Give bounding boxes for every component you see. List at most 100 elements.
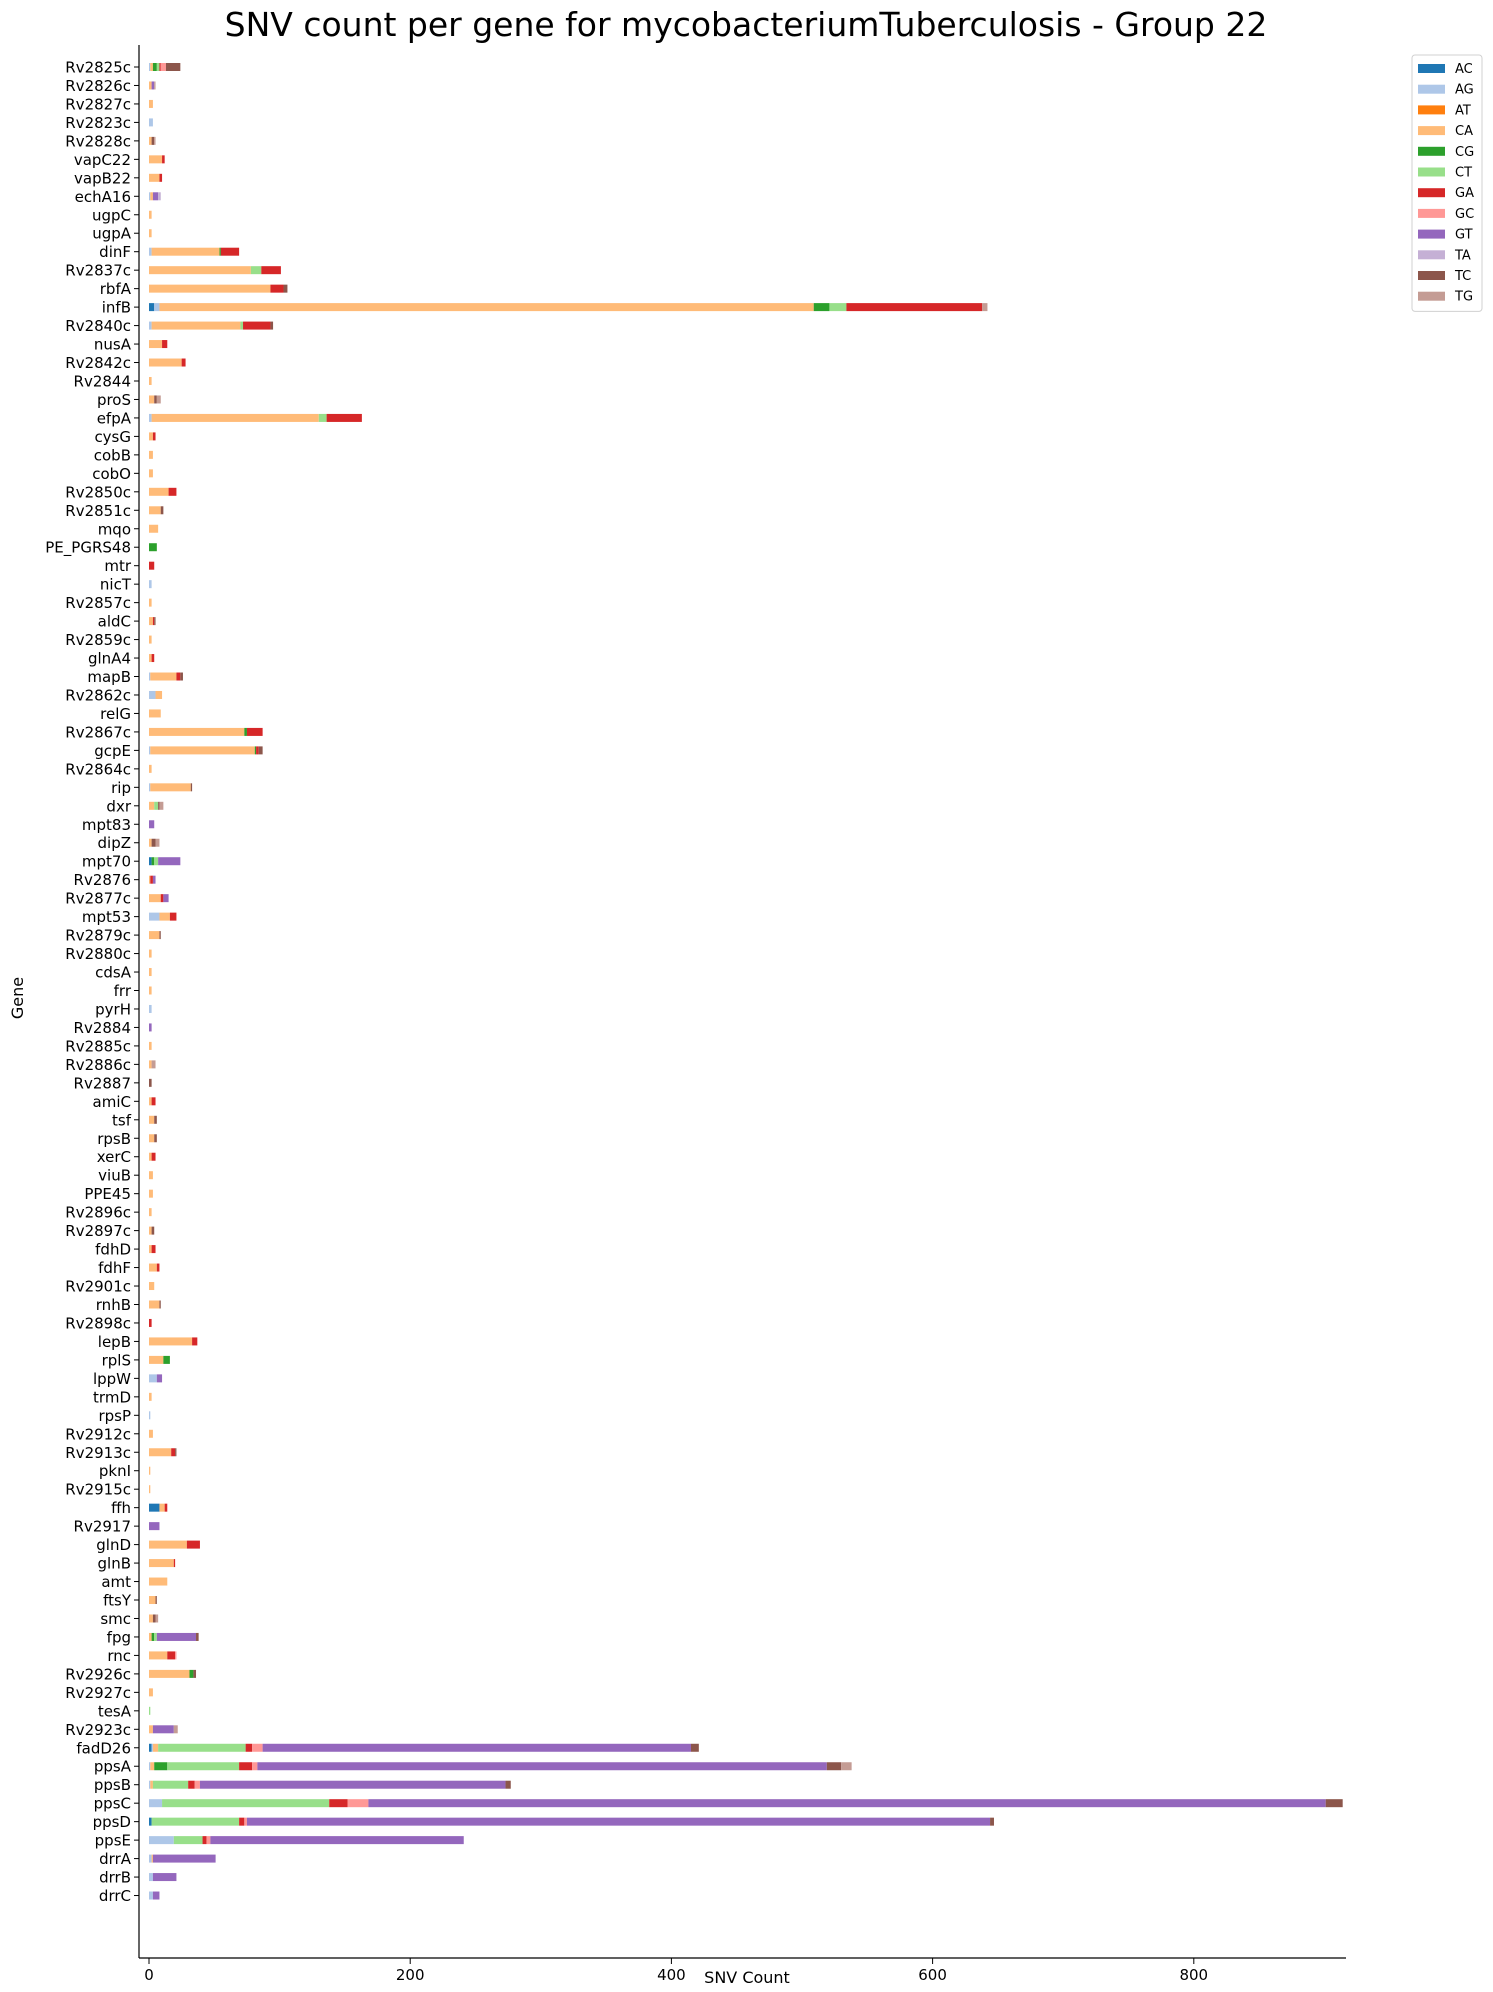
bar-segment-AG [151, 1743, 153, 1752]
legend-swatch [1418, 250, 1445, 260]
bar-segment-GT [156, 1632, 197, 1641]
bar-segment-TC [154, 1134, 157, 1143]
bar-segment-TC [160, 506, 164, 515]
y-tick-label: Rv2887 [74, 1074, 131, 1092]
bar-segment-AG [154, 303, 160, 312]
bar-segment-CA [149, 81, 152, 90]
bar-segment-CT [151, 1817, 240, 1826]
legend-label: TC [1454, 269, 1471, 284]
legend-label: GC [1455, 207, 1474, 222]
bar-segment-TC [159, 1300, 161, 1309]
bar-segment-CA [149, 358, 182, 367]
bar-segment-AC [149, 1503, 160, 1512]
bar-segment-GA [162, 340, 168, 349]
bar-segment-CA [149, 266, 251, 275]
y-tick-label: Rv2877c [65, 890, 131, 908]
bar-segment-GT [152, 875, 156, 884]
bar-segment-GA [159, 173, 163, 182]
bar-segment-AG [149, 1411, 151, 1420]
legend-label: AT [1455, 103, 1471, 118]
legend-swatch [1418, 146, 1445, 156]
y-tick-label: Rv2923c [65, 1721, 131, 1739]
bar-segment-AG [149, 118, 153, 127]
y-tick-label: Rv2885c [65, 1037, 131, 1055]
y-tick-label: Rv2912c [65, 1425, 131, 1443]
bar-segment-GA [169, 912, 177, 921]
y-axis-label: Gene [8, 977, 27, 1019]
bar-segment-GT [149, 820, 155, 829]
y-tick-label: gcpE [94, 742, 131, 760]
y-tick-label: ppsC [94, 1795, 131, 1813]
y-tick-label: rnhB [96, 1296, 131, 1314]
bar-segment-GA [151, 1097, 156, 1106]
y-tick-label: Rv2823c [65, 114, 131, 132]
bar-segment-CA [149, 1300, 160, 1309]
y-tick-label: Rv2901c [65, 1278, 131, 1296]
y-tick-label: drrB [99, 1869, 131, 1887]
legend-label: GA [1455, 186, 1474, 201]
y-tick-label: Rv2857c [65, 594, 131, 612]
bar-segment-CA [149, 1632, 152, 1641]
bar-segment-GA [329, 1799, 348, 1808]
y-tick-label: lepB [98, 1333, 131, 1351]
y-tick-label: proS [97, 391, 131, 409]
y-tick-label: Rv2898c [65, 1314, 131, 1332]
bar-segment-CT [156, 63, 160, 71]
bar-segment-AC [149, 1743, 152, 1752]
bar-segment-GA [246, 727, 263, 736]
y-tick-label: glnD [96, 1536, 131, 1554]
bar-segment-CA [150, 1780, 153, 1789]
bar-segment-CA [149, 1559, 174, 1568]
y-tick-label: PE_PGRS48 [45, 539, 131, 558]
bar-segment-CA [149, 1041, 152, 1050]
y-tick-label: Rv2825c [65, 59, 131, 77]
legend-swatch [1418, 229, 1445, 239]
bar-segment-GA [270, 284, 284, 293]
bar-segment-AG [149, 580, 152, 589]
y-tick-label: Rv2897c [65, 1222, 131, 1240]
bar-segment-AG [149, 1780, 151, 1789]
bar-segment-AG [149, 672, 151, 681]
bar-segment-GA [149, 1318, 152, 1327]
bar-segment-CT [154, 857, 159, 866]
legend-swatch [1418, 271, 1445, 280]
legend-label: CG [1455, 145, 1474, 160]
y-tick-label: drrC [99, 1887, 131, 1905]
bar-segment-CA [149, 1725, 153, 1734]
y-tick-label: Rv2896c [65, 1204, 131, 1222]
y-tick-label: aldC [98, 613, 131, 631]
bar-segment-CT [154, 801, 159, 810]
bar-segment-CA [149, 709, 161, 718]
y-tick-label: relG [100, 705, 131, 723]
bar-segment-CA [149, 136, 152, 145]
bar-segment-GA [167, 1651, 176, 1660]
bar-segment-GT [210, 1836, 464, 1845]
y-tick-label: fpg [107, 1628, 131, 1646]
y-tick-label: Rv2879c [65, 927, 131, 945]
y-tick-label: ppsE [95, 1832, 131, 1850]
bar-segment-CA [159, 912, 170, 921]
bar-segment-TG [151, 1060, 156, 1069]
y-tick-label: ugpC [92, 206, 131, 224]
bar-segment-CA [149, 1189, 153, 1198]
bar-segment-GA [152, 617, 155, 626]
y-tick-label: mpt70 [82, 853, 131, 871]
bar-segment-GA [151, 654, 155, 663]
bar-segment-TG [154, 81, 156, 90]
y-tick-label: viuB [98, 1167, 131, 1185]
y-tick-label: Rv2840c [65, 317, 131, 335]
bar-segment-TC [283, 284, 288, 293]
bar-segment-CA [150, 746, 255, 755]
bar-segment-GT [156, 1374, 163, 1383]
bar-segment-TC [258, 746, 263, 755]
y-tick-label: nicT [100, 576, 132, 594]
bar-segment-GA [243, 321, 271, 330]
bar-segment-AG [149, 247, 152, 256]
y-tick-label: cysG [94, 428, 131, 446]
bar-segment-TC [165, 63, 181, 71]
bar-segment-CG [254, 746, 257, 755]
bar-segment-TC [155, 1596, 157, 1605]
y-tick-label: mtr [104, 557, 131, 575]
bar-segment-CA [149, 450, 153, 459]
